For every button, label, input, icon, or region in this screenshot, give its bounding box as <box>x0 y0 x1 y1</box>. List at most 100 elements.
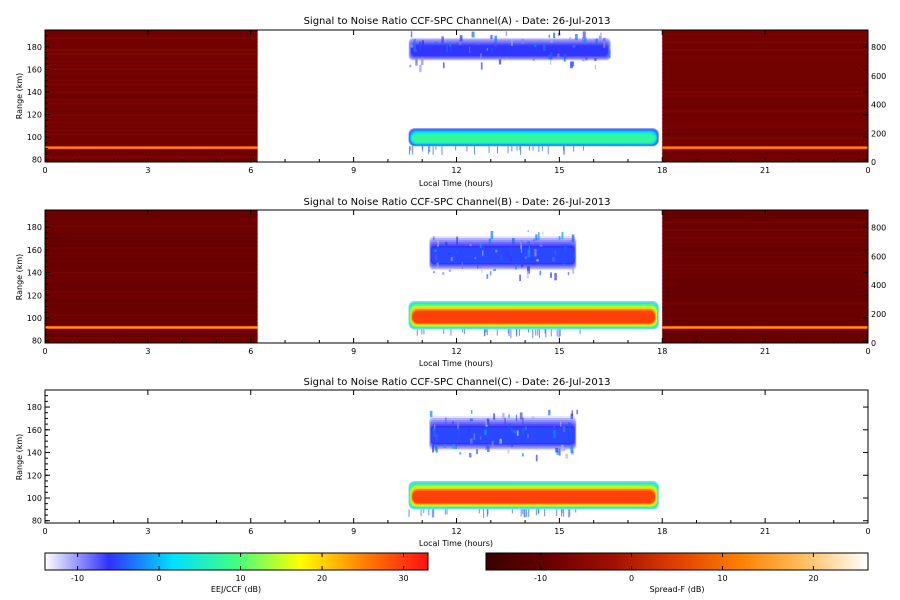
eej-speckle <box>572 267 575 274</box>
spreadf-stripe <box>45 229 258 231</box>
eej-layer <box>411 45 608 56</box>
spreadf-stripe <box>662 125 868 128</box>
eej-streak <box>569 509 571 517</box>
spreadf-stripe <box>45 110 258 113</box>
spreadf-stripe <box>45 152 258 155</box>
panel-c-title: Signal to Noise Ratio CCF-SPC Channel(C)… <box>303 377 610 388</box>
spreadf-stripe <box>45 337 258 340</box>
spreadf-stripe <box>45 283 258 286</box>
spreadf-stripe <box>662 256 868 259</box>
spreadf-stripe <box>662 110 868 113</box>
y-tick-label: 140 <box>27 269 42 278</box>
eej-streak <box>444 509 446 515</box>
eej-speckle <box>520 244 522 253</box>
panel-b-title: Signal to Noise Ratio CCF-SPC Channel(B)… <box>304 197 611 208</box>
eej-streak <box>538 509 540 513</box>
eej-speckle <box>594 58 597 62</box>
eej-speckle <box>570 445 574 453</box>
eej-speckle <box>603 40 606 48</box>
spreadf-band-core <box>662 147 868 149</box>
eej-speckle <box>485 445 487 450</box>
spreadf-stripe <box>662 118 868 120</box>
y2-tick-label: 600 <box>871 252 886 261</box>
colorbar-eej-label: EEJ/CCF (dB) <box>211 585 261 594</box>
eej-speckle <box>571 234 575 243</box>
eej-speckle <box>469 244 472 247</box>
y-tick-label: 140 <box>27 88 42 97</box>
eej-speckle <box>519 274 521 282</box>
x-tick-label: 15 <box>554 347 564 356</box>
spreadf-stripe <box>662 240 868 243</box>
x-tick-label: 0 <box>865 527 870 536</box>
panel-a-heatmap <box>45 29 868 163</box>
eej-speckle <box>459 452 462 455</box>
y-tick-label: 120 <box>27 291 42 300</box>
spreadf-stripe <box>45 125 258 128</box>
eej-speckle <box>479 436 482 440</box>
x-tick-label: 12 <box>451 527 461 536</box>
eej-streak <box>421 329 423 335</box>
panel-a: Signal to Noise Ratio CCF-SPC Channel(A)… <box>15 16 886 188</box>
spreadf-stripe <box>45 267 258 270</box>
eej-speckle <box>553 424 556 429</box>
x-tick-label: 3 <box>145 527 150 536</box>
spreadf-stripe <box>45 160 258 163</box>
eej-speckle <box>448 253 451 256</box>
eej-speckle <box>432 444 434 453</box>
eej-speckle <box>505 31 507 36</box>
eej-streak <box>563 509 565 517</box>
eej-speckle <box>538 232 540 240</box>
eej-speckle <box>534 248 537 257</box>
y2-tick-label: 400 <box>871 101 886 110</box>
eej-speckle <box>513 430 516 433</box>
eej-streak <box>455 146 457 151</box>
x-tick-label: 0 <box>42 166 47 175</box>
colorbar-tick-label: -10 <box>71 574 84 583</box>
colorbar-tick-label: -10 <box>534 574 547 583</box>
eej-speckle <box>565 453 569 459</box>
eej-streak <box>464 329 466 335</box>
eej-speckle <box>564 244 567 252</box>
eej-speckle <box>436 433 438 442</box>
x-tick-label: 0 <box>42 347 47 356</box>
eej-streak <box>474 146 476 155</box>
eej-streak <box>511 509 513 514</box>
y-tick-label: 80 <box>32 337 42 346</box>
spreadf-stripe <box>662 48 868 51</box>
eej-speckle <box>600 32 602 36</box>
eej-speckle <box>543 43 546 51</box>
eej-speckle <box>550 40 553 43</box>
x-tick-label: 0 <box>42 527 47 536</box>
eej-streak <box>518 329 520 336</box>
eej-speckle <box>461 262 464 269</box>
x-tick-label: 12 <box>451 166 461 175</box>
eej-speckle <box>471 410 473 414</box>
eej-streak <box>537 329 539 336</box>
spreadf-stripe <box>662 91 868 94</box>
eej-speckle <box>435 446 438 453</box>
eej-speckle <box>507 447 510 454</box>
eej-speckle <box>433 432 436 437</box>
spreadf-stripe <box>662 244 868 247</box>
panel-b-heatmap <box>45 209 868 344</box>
eej-speckle <box>535 234 538 241</box>
eej-streak <box>409 146 411 155</box>
eej-streak <box>483 509 485 518</box>
eej-speckle <box>445 417 447 425</box>
spreadf-stripe <box>45 68 258 71</box>
colorbar-tick-label: 20 <box>317 574 327 583</box>
eej-speckle <box>441 36 444 44</box>
eej-speckle <box>434 249 437 252</box>
eej-speckle <box>521 453 524 457</box>
spreadf-stripe <box>45 321 258 324</box>
eej-speckle <box>434 444 437 451</box>
spreadf-stripe <box>662 271 868 274</box>
x-tick-label: 21 <box>760 347 770 356</box>
eej-speckle <box>560 421 562 427</box>
spreadf-stripe <box>45 133 258 136</box>
spreadf-stripe <box>45 106 258 109</box>
eej-speckle <box>533 238 535 242</box>
eej-speckle <box>594 64 597 70</box>
eej-speckle <box>522 427 524 435</box>
eej-speckle <box>542 231 544 235</box>
